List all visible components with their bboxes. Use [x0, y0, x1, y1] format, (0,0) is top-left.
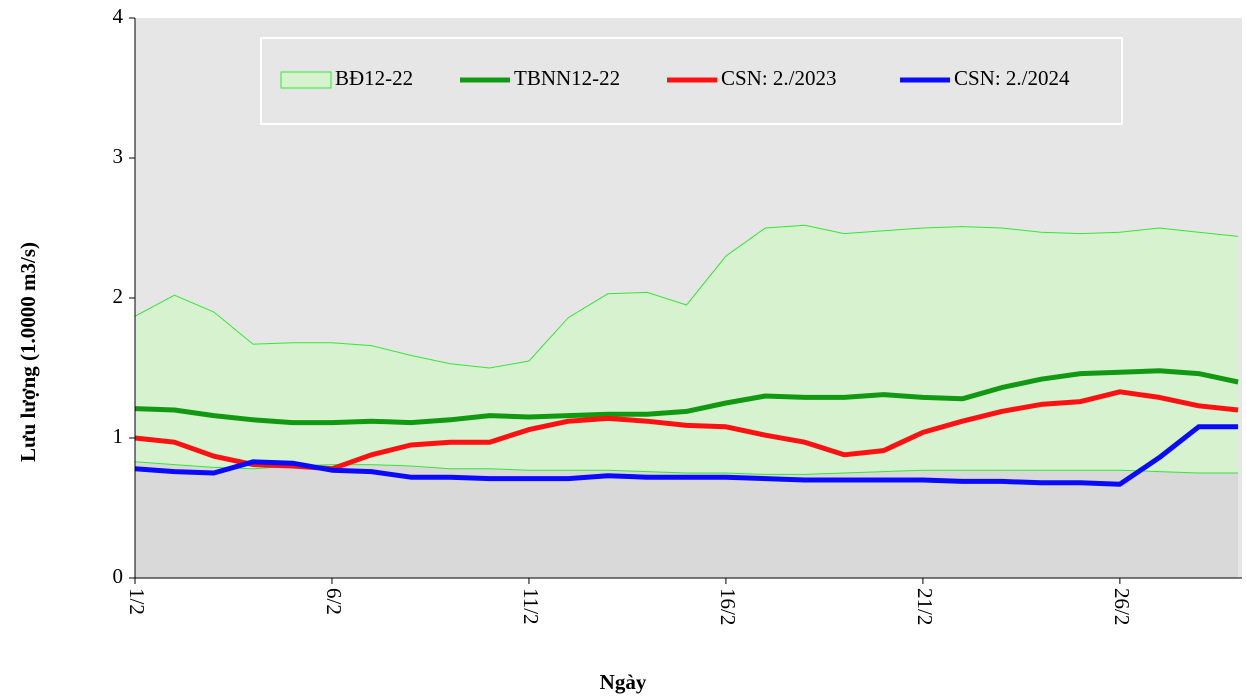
x-tick-label: 16/2	[716, 588, 740, 625]
line	[134, 368, 1239, 426]
legend-box	[260, 37, 1123, 125]
band-lower	[134, 461, 1239, 475]
y-tick-label: 2	[113, 284, 124, 308]
legend-label: BĐ12-22	[335, 66, 413, 90]
y-tick-label: 0	[113, 564, 124, 588]
line	[134, 424, 1239, 487]
legend-label: TBNN12-22	[514, 66, 620, 90]
y-tick-label: 3	[113, 144, 124, 168]
band-fill	[135, 225, 1239, 475]
x-tick-label: 1/2	[125, 588, 149, 615]
legend-swatch	[280, 71, 332, 89]
y-tick-label: 4	[113, 4, 124, 28]
y-tick-label: 1	[113, 424, 124, 448]
marks	[134, 224, 1239, 578]
x-axis-label: Ngày	[600, 670, 647, 694]
below-band	[135, 461, 1239, 578]
y-axis-label: Lưu lượng (1.0000 m3/s)	[16, 242, 40, 462]
legend-label: CSN: 2./2023	[721, 66, 837, 90]
band-upper	[134, 224, 1239, 369]
x-tick-label: 11/2	[519, 588, 543, 625]
x-tick-label: 26/2	[1110, 588, 1134, 625]
x-tick-label: 21/2	[913, 588, 937, 625]
x-tick-label: 6/2	[322, 588, 346, 615]
legend-label: CSN: 2./2024	[954, 66, 1070, 90]
